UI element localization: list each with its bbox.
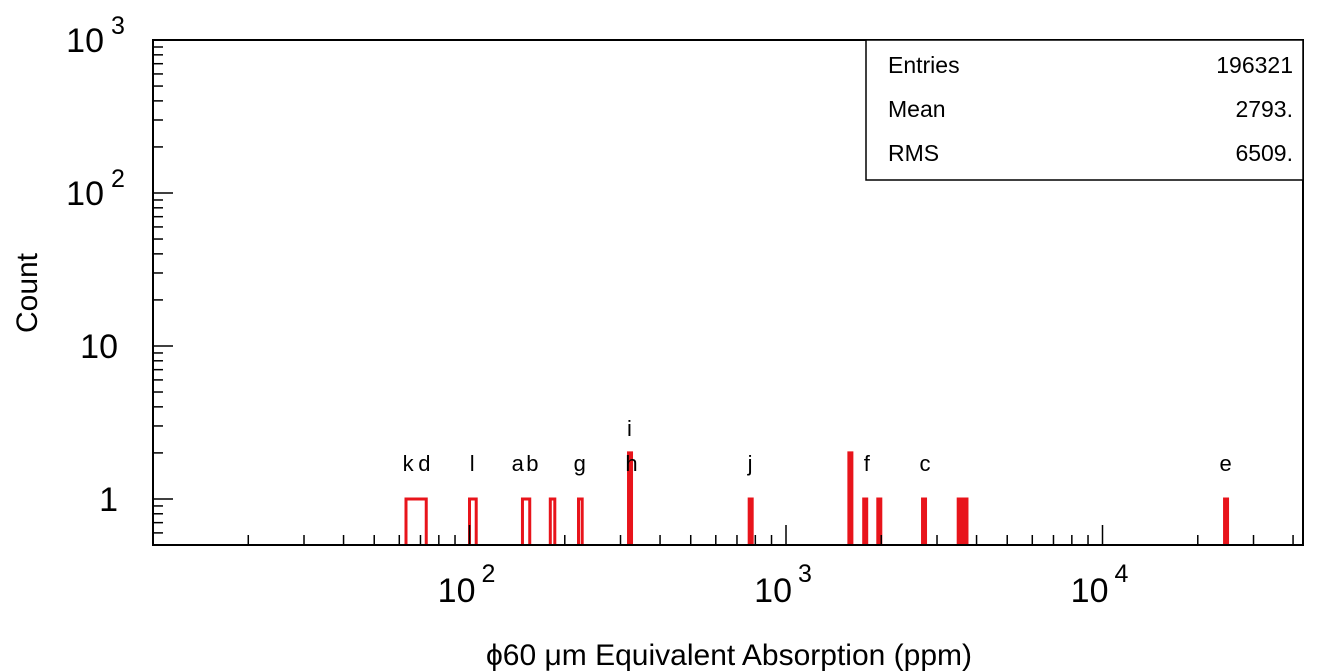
bin-annotation: e <box>1220 451 1232 476</box>
x-tick-label: 10 <box>1071 572 1109 610</box>
stats-label: RMS <box>888 140 939 166</box>
histogram-bar <box>548 497 557 545</box>
y-axis-label: Count <box>11 252 44 333</box>
bin-annotation: j <box>747 451 753 476</box>
stats-value: 196321 <box>1216 52 1293 78</box>
histogram-bar <box>956 497 963 545</box>
histogram-bar <box>468 497 478 545</box>
histogram-bar <box>577 497 584 545</box>
stats-label: Mean <box>888 96 946 122</box>
histogram-bar <box>862 497 869 545</box>
histogram-bar <box>921 497 928 545</box>
histogram-bar <box>1223 497 1230 545</box>
x-tick-exponent: 4 <box>1115 560 1129 588</box>
bin-annotations: k d l a b g ih j f c e <box>403 416 1232 476</box>
bin-annotation: b <box>526 451 538 476</box>
bin-annotation: h <box>625 451 637 476</box>
histogram-bar <box>847 451 854 545</box>
y-tick-label: 10 <box>66 22 104 60</box>
bin-annotation: l <box>470 451 475 476</box>
y-tick-exponent: 3 <box>111 12 125 40</box>
bin-annotation: i <box>627 416 632 441</box>
stats-value: 6509. <box>1235 140 1293 166</box>
x-axis: 10 2 10 3 10 4 <box>152 525 1294 610</box>
histogram-bar <box>520 497 532 545</box>
stats-box: Entries 196321 Mean 2793. RMS 6509. <box>865 39 1304 181</box>
histogram-bar <box>876 497 883 545</box>
y-tick-label: 10 <box>80 328 118 366</box>
histogram-bar <box>627 451 634 545</box>
stats-label: Entries <box>888 52 960 78</box>
y-tick-label: 10 <box>66 175 104 213</box>
histogram-bar <box>962 497 969 545</box>
y-tick-exponent: 2 <box>111 165 125 193</box>
histogram-bins <box>404 451 1230 545</box>
histogram-bar <box>404 497 428 545</box>
bin-annotation: d <box>418 451 430 476</box>
bin-annotation: a <box>512 451 525 476</box>
bin-annotation: c <box>920 451 931 476</box>
stats-value: 2793. <box>1235 96 1293 122</box>
x-tick-label: 10 <box>438 572 476 610</box>
bin-annotation: f <box>864 451 871 476</box>
plot-frame <box>152 39 1304 546</box>
x-tick-label: 10 <box>754 572 792 610</box>
histogram-bar <box>747 497 754 545</box>
stats-box-frame <box>865 39 1304 181</box>
bin-annotation: k <box>403 451 415 476</box>
x-tick-exponent: 2 <box>482 560 496 588</box>
bin-annotation: g <box>574 451 586 476</box>
y-tick-label: 1 <box>99 481 118 519</box>
x-tick-exponent: 3 <box>798 560 812 588</box>
x-axis-label: ϕ60 μm Equivalent Absorption (ppm) <box>486 639 972 671</box>
